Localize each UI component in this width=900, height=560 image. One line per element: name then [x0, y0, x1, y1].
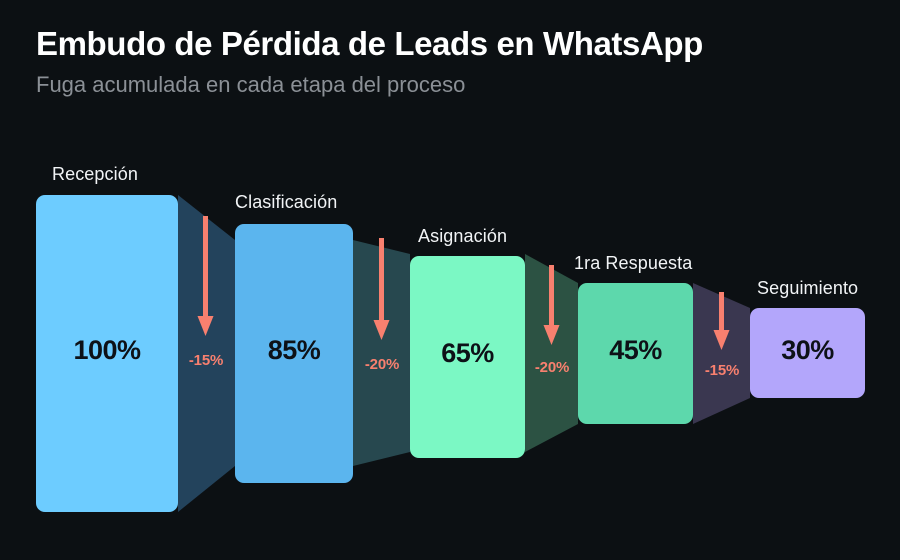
connector-shape-2	[353, 240, 410, 466]
funnel-bar-recepcion[interactable]: 100%	[36, 195, 178, 512]
loss-arrow-4	[713, 292, 730, 350]
loss-label-2: -20%	[364, 356, 400, 373]
funnel-bar-clasificacion[interactable]: 85%	[235, 224, 353, 483]
bar-value-recepcion: 100%	[73, 335, 141, 365]
bar-value-asignacion: 65%	[441, 338, 494, 368]
loss-arrow-2	[373, 238, 390, 340]
stage-label-1ra-respuesta: 1ra Respuesta	[574, 253, 693, 273]
funnel-bar-1ra-respuesta[interactable]: 45%	[578, 283, 693, 424]
bar-value-seguimiento: 30%	[781, 335, 834, 365]
bar-value-1ra-respuesta: 45%	[609, 335, 662, 365]
connector-shape-3	[525, 254, 578, 452]
stage-label-recepcion: Recepción	[52, 164, 138, 184]
stage-label-clasificacion: Clasificación	[235, 192, 338, 212]
stage-label-seguimiento: Seguimiento	[757, 278, 859, 298]
stage-label-asignacion: Asignación	[418, 226, 508, 246]
loss-arrow-3	[543, 265, 560, 345]
page-title: Embudo de Pérdida de Leads en WhatsApp	[36, 25, 703, 62]
connector-shape-1	[178, 195, 235, 512]
loss-arrow-1	[197, 216, 214, 336]
loss-label-3: -20%	[534, 359, 570, 376]
loss-label-4: -15%	[704, 362, 740, 379]
connector-shape-4	[693, 283, 750, 424]
chart-header: Embudo de Pérdida de Leads en WhatsApp F…	[36, 24, 856, 98]
loss-label-1: -15%	[188, 352, 224, 369]
funnel-bar-asignacion[interactable]: 65%	[410, 256, 525, 458]
funnel-bar-seguimiento[interactable]: 30%	[750, 308, 865, 398]
bar-value-clasificacion: 85%	[267, 335, 321, 365]
chart-subtitle: Fuga acumulada en cada etapa del proceso	[36, 71, 466, 97]
